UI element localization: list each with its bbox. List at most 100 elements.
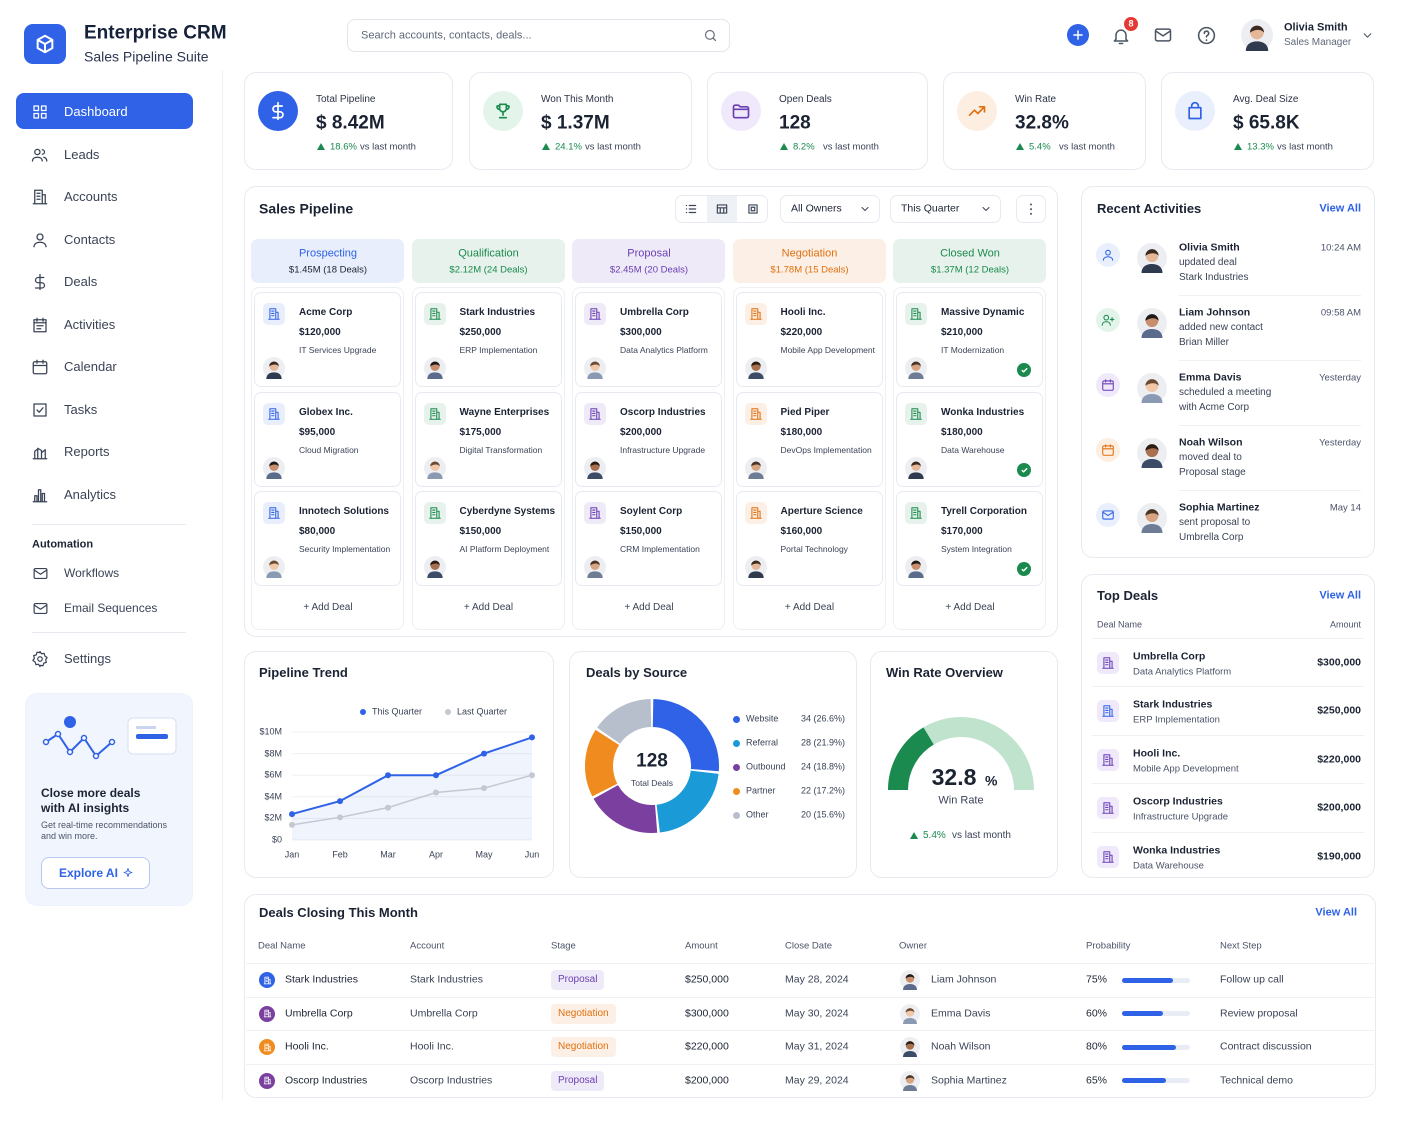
deal-amount: $220,000 — [780, 327, 823, 338]
deal-name: Stark Industries — [459, 307, 536, 318]
x-tick-label: Mar — [380, 849, 396, 860]
icon — [1102, 510, 1114, 520]
column-header: Probability — [1086, 940, 1131, 952]
icon-shape — [1197, 26, 1215, 44]
icon — [32, 447, 48, 460]
filter-dropdown[interactable] — [890, 195, 1001, 223]
nav-item[interactable]: Reports — [64, 444, 110, 460]
x-tick-label: Jun — [524, 849, 540, 860]
legend-dot — [732, 811, 740, 819]
deal-description: Digital Transformation — [459, 444, 543, 455]
icon — [1073, 30, 1083, 40]
line-chart — [289, 731, 535, 841]
up-arrow-shape — [1234, 143, 1242, 150]
deal-amount: $95,000 — [299, 427, 336, 438]
divider — [246, 996, 1374, 998]
legend-label: This Quarter — [372, 706, 423, 717]
line — [291, 774, 533, 826]
add-deal[interactable]: + Add Deal — [624, 602, 674, 613]
nav-item[interactable]: Deals — [64, 274, 98, 290]
add-deal[interactable]: + Add Deal — [784, 602, 835, 613]
brand-subtitle: Sales Pipeline Suite — [84, 48, 209, 65]
icon — [268, 308, 280, 320]
up-arrow-shape — [1016, 143, 1024, 150]
icon — [33, 567, 47, 579]
nav-item[interactable]: Leads — [64, 146, 100, 162]
activity-time: May 14 — [1329, 502, 1361, 514]
icon — [263, 976, 271, 984]
user-name: Olivia Smith — [1284, 21, 1348, 34]
icon-shape — [263, 1043, 271, 1051]
view-all-link[interactable]: View All — [1315, 906, 1357, 919]
add-deal[interactable]: + Add Deal — [463, 602, 514, 613]
avatar — [1137, 243, 1167, 273]
icon-shape — [428, 507, 441, 519]
activity-object: Umbrella Corp — [1179, 532, 1244, 543]
legend-dot — [732, 763, 740, 771]
avatar — [1137, 308, 1167, 338]
icon-shape — [33, 402, 47, 417]
icon-shape — [910, 507, 922, 519]
icon-shape — [1102, 249, 1114, 261]
stage-badge: Negotiation — [551, 1003, 616, 1024]
donut-segment — [597, 699, 652, 745]
point — [289, 811, 295, 818]
icon — [263, 1043, 271, 1051]
nav-item[interactable]: Settings — [64, 651, 111, 667]
kpi-comparison: vs last month — [1277, 141, 1333, 153]
icon-shape — [1102, 510, 1114, 520]
value-label: 24 (18.8%) — [801, 761, 846, 772]
kpi-comparison: vs last month — [360, 141, 416, 153]
column-header: Deal Name — [1097, 619, 1143, 630]
avatar-hair — [1145, 509, 1159, 516]
nav-item[interactable]: Calendar — [64, 359, 117, 375]
view-all-link[interactable]: View All — [1319, 202, 1361, 215]
avatar-hair — [429, 461, 440, 467]
search-box[interactable] — [347, 19, 730, 52]
icon — [1102, 657, 1114, 669]
avatar-body — [426, 472, 443, 479]
avatar — [1137, 438, 1167, 468]
avatar-body — [908, 372, 924, 379]
nav-item[interactable]: Tasks — [64, 401, 98, 417]
nav-item[interactable]: Activities — [64, 316, 116, 332]
column-header: Stage — [551, 940, 576, 952]
icon — [968, 106, 986, 116]
nav-item[interactable]: Contacts — [64, 231, 116, 247]
avatar-hair — [429, 361, 440, 367]
stage-name: Prospecting — [298, 247, 358, 260]
activity-time: Yesterday — [1319, 437, 1361, 449]
up-arrow-shape — [317, 143, 325, 150]
probability-bar — [1122, 1044, 1177, 1050]
activity-name: Liam Johnson — [1179, 306, 1251, 319]
icon — [1102, 705, 1114, 718]
view-all-link[interactable]: View All — [1319, 589, 1361, 602]
kpi-change: 13.3% — [1247, 141, 1274, 153]
stage-badge: Proposal — [551, 970, 605, 990]
add-deal[interactable]: + Add Deal — [945, 602, 995, 613]
point — [385, 804, 391, 811]
icon — [33, 317, 47, 332]
avatar — [1137, 503, 1167, 533]
avatar-body — [266, 472, 282, 479]
icon — [32, 189, 48, 205]
icon — [272, 101, 284, 121]
icon-shape — [33, 602, 47, 614]
nav-item[interactable]: Email Sequences — [64, 600, 158, 615]
nav-item[interactable]: Dashboard — [64, 104, 128, 120]
avatar-hair — [911, 361, 921, 367]
deal-description: Mobile App Development — [1133, 763, 1239, 775]
deal-name: Hooli Inc. — [1133, 747, 1181, 760]
nav-item[interactable]: Analytics — [64, 486, 117, 502]
activity-object: Brian Miller — [1179, 337, 1230, 348]
user-role: Sales Manager — [1284, 37, 1352, 48]
icon-shape — [749, 308, 762, 320]
nav-item[interactable]: Accounts — [64, 189, 118, 205]
legend-label: Referral — [746, 737, 779, 748]
nav-item[interactable]: Workflows — [64, 565, 120, 580]
avatar-hair — [1145, 314, 1159, 321]
point — [481, 785, 487, 792]
add-deal[interactable]: + Add Deal — [303, 602, 353, 613]
probability-bar — [1122, 977, 1173, 983]
avatar-body — [587, 472, 603, 479]
